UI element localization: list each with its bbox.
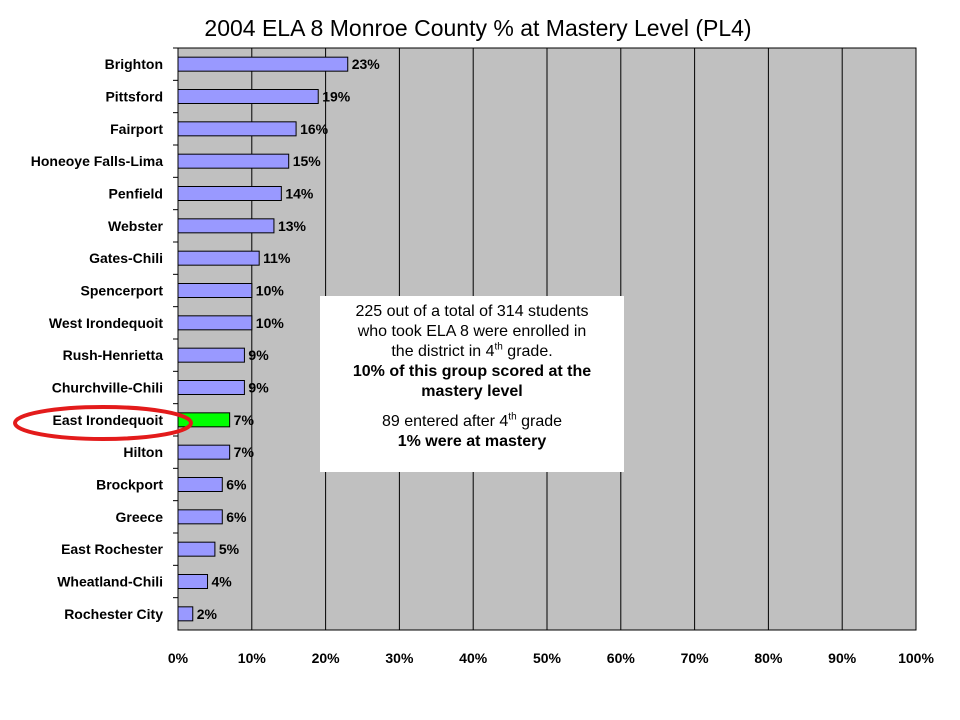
- category-label: Fairport: [110, 121, 163, 137]
- category-label: Rochester City: [64, 606, 163, 622]
- x-tick-labels: 0% 10% 20% 30% 40% 50% 60% 70% 80% 90% 100%: [168, 650, 935, 666]
- bar: [177, 574, 209, 589]
- data-label: 6%: [226, 477, 247, 493]
- chart-title: 2004 ELA 8 Monroe County % at Mastery Le…: [204, 15, 751, 41]
- x-tick-label: 40%: [459, 650, 488, 666]
- bar: [177, 380, 245, 395]
- x-tick-label: 70%: [681, 650, 710, 666]
- data-label: 6%: [226, 509, 247, 525]
- x-tick-label: 90%: [828, 650, 857, 666]
- highlight-circle: [13, 405, 193, 441]
- x-tick-label: 80%: [754, 650, 783, 666]
- bar: [177, 509, 223, 525]
- category-label: East Irondequoit: [53, 412, 164, 428]
- data-label: 15%: [293, 153, 322, 169]
- category-label: Penfield: [109, 186, 163, 202]
- category-label: Brockport: [96, 477, 163, 493]
- bar: [177, 444, 231, 460]
- x-tick-label: 30%: [385, 650, 414, 666]
- category-label: East Rochester: [61, 541, 163, 557]
- bar: [177, 186, 282, 201]
- category-label: Honeoye Falls-Lima: [31, 153, 163, 169]
- data-label: 10%: [256, 315, 285, 331]
- x-tick-label: 10%: [238, 650, 267, 666]
- bar: [177, 315, 253, 331]
- annotation-box: 225 out of a total of 314 students who t…: [320, 296, 624, 472]
- data-label: 7%: [234, 444, 255, 460]
- data-label: 14%: [285, 186, 314, 202]
- data-labels: 23% 19% 16% 15% 14% 13% 11% 10% 10% 9% 9% 7% 7% 6% 6% 5…: [197, 56, 381, 622]
- bar: [177, 121, 297, 137]
- bar: [177, 153, 290, 169]
- category-label: Spencerport: [81, 283, 164, 299]
- bar: [177, 218, 275, 234]
- data-label: 11%: [263, 250, 291, 266]
- annotation-line-4: 10% of this group scored at the: [352, 363, 592, 380]
- bar: [177, 606, 194, 622]
- bars: [177, 56, 349, 622]
- x-tick-label: 50%: [533, 650, 562, 666]
- data-label: 9%: [248, 380, 269, 396]
- category-label: Wheatland-Chili: [57, 574, 163, 590]
- bar: [177, 412, 231, 428]
- data-label: 23%: [352, 56, 381, 72]
- bar: [177, 283, 253, 298]
- annotation-line-3: the district in 4th grade.: [391, 341, 553, 360]
- bar: [177, 89, 319, 104]
- category-label: Hilton: [123, 444, 163, 460]
- data-label: 19%: [322, 89, 351, 105]
- data-label: 2%: [197, 606, 218, 622]
- annotation-line-5: mastery level: [421, 383, 523, 400]
- annotation-line-7: 1% were at mastery: [397, 433, 547, 450]
- data-label: 13%: [278, 218, 307, 234]
- bar: [177, 347, 245, 363]
- data-label: 5%: [219, 541, 240, 557]
- x-tick-label: 60%: [607, 650, 636, 666]
- bar: [177, 56, 349, 72]
- category-label: Churchville-Chili: [52, 380, 163, 396]
- x-tick-label: 20%: [312, 650, 341, 666]
- category-label: Greece: [116, 509, 164, 525]
- bar: [177, 541, 216, 557]
- data-label: 16%: [300, 121, 329, 137]
- annotation-line-6: 89 entered after 4th grade: [381, 411, 563, 430]
- annotation-line-2: who took ELA 8 were enrolled in: [357, 323, 587, 340]
- data-label: 9%: [248, 347, 269, 363]
- category-label: Rush-Henrietta: [63, 347, 164, 363]
- bar: [177, 477, 223, 492]
- x-tick-label: 100%: [898, 650, 934, 666]
- category-label: Brighton: [105, 56, 163, 72]
- category-label: Webster: [108, 218, 164, 234]
- category-label: Pittsford: [105, 89, 163, 105]
- bar: [177, 250, 260, 266]
- x-tick-label: 0%: [168, 650, 189, 666]
- annotation-line-1: 225 out of a total of 314 students: [355, 303, 589, 320]
- data-label: 4%: [212, 574, 233, 590]
- category-labels: Brighton Pittsford Fairport Honeoye Falls-L…: [31, 47, 178, 622]
- category-label: Gates-Chili: [89, 250, 163, 266]
- data-label: 7%: [234, 412, 255, 428]
- data-label: 10%: [256, 283, 285, 299]
- category-label: West Irondequoit: [49, 315, 163, 331]
